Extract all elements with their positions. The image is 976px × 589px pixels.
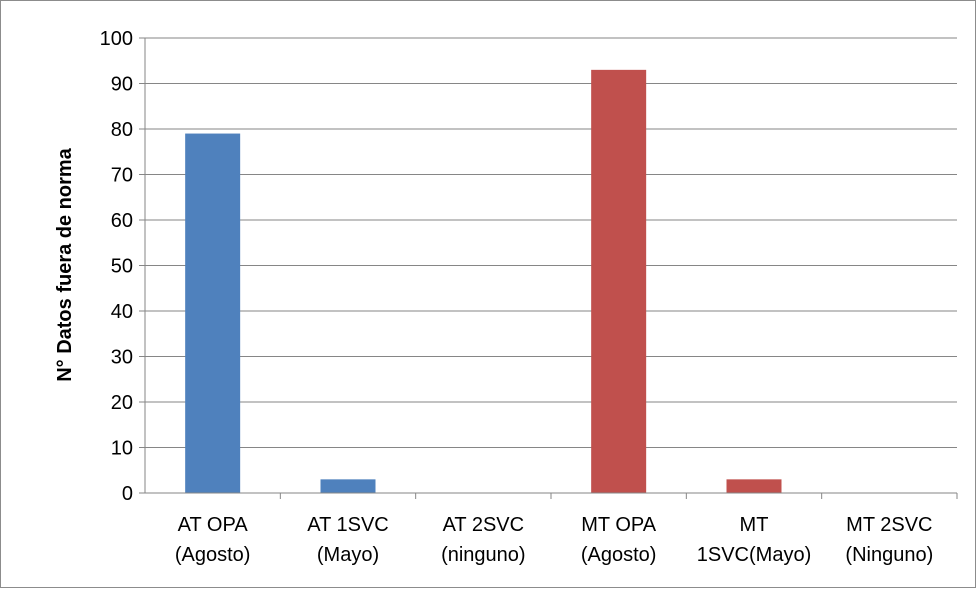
- y-tick-label: 10: [111, 438, 133, 460]
- y-tick-label: 0: [122, 483, 133, 505]
- x-category-label: MT 2SVC (Ninguno): [845, 514, 933, 566]
- x-category-label: MT OPA (Agosto): [581, 514, 657, 566]
- x-category-label-line: (Agosto): [175, 544, 251, 566]
- y-tick-label: 60: [111, 210, 133, 232]
- x-category-label: AT OPA (Agosto): [175, 514, 251, 566]
- bar: [726, 479, 782, 493]
- bar: [320, 479, 376, 493]
- x-category-label-line: 1SVC(Mayo): [697, 544, 811, 566]
- x-category-label-line: AT 2SVC: [443, 514, 525, 536]
- x-category-label-line: MT 2SVC: [846, 514, 932, 536]
- y-tick-label: 100: [100, 28, 133, 50]
- x-category-label: MT 1SVC(Mayo): [697, 514, 811, 566]
- x-category-label-line: (Agosto): [581, 544, 657, 566]
- y-tick-label: 70: [111, 165, 133, 187]
- x-category-label: AT 2SVC (ninguno): [441, 514, 526, 566]
- x-category-label: AT 1SVC (Mayo): [307, 514, 389, 566]
- y-tick-label: 20: [111, 392, 133, 414]
- y-tick-labels: 0 10 20 30 40 50 60 70 80 90 100: [100, 28, 133, 505]
- x-category-label-line: (ninguno): [441, 544, 526, 566]
- x-category-labels: AT OPA (Agosto) AT 1SVC (Mayo) AT 2SVC (ningu…: [175, 514, 933, 566]
- x-category-label-line: AT 1SVC: [307, 514, 389, 536]
- gridlines: [145, 37, 957, 448]
- x-category-label-line: (Mayo): [317, 544, 379, 566]
- x-category-label-line: MT: [740, 514, 769, 536]
- bars: [185, 69, 782, 494]
- y-tick-label: 50: [111, 256, 133, 278]
- y-tick-label: 40: [111, 301, 133, 323]
- axes: [139, 37, 958, 499]
- y-tick-label: 30: [111, 347, 133, 369]
- x-category-label-line: (Ninguno): [845, 544, 933, 566]
- x-category-label-line: MT OPA: [581, 514, 656, 536]
- y-tick-label: 80: [111, 119, 133, 141]
- bar: [591, 69, 647, 493]
- y-axis-title: N° Datos fuera de norma: [54, 147, 76, 381]
- bar: [185, 133, 241, 494]
- y-tick-label: 90: [111, 74, 133, 96]
- x-category-label-line: AT OPA: [178, 514, 249, 536]
